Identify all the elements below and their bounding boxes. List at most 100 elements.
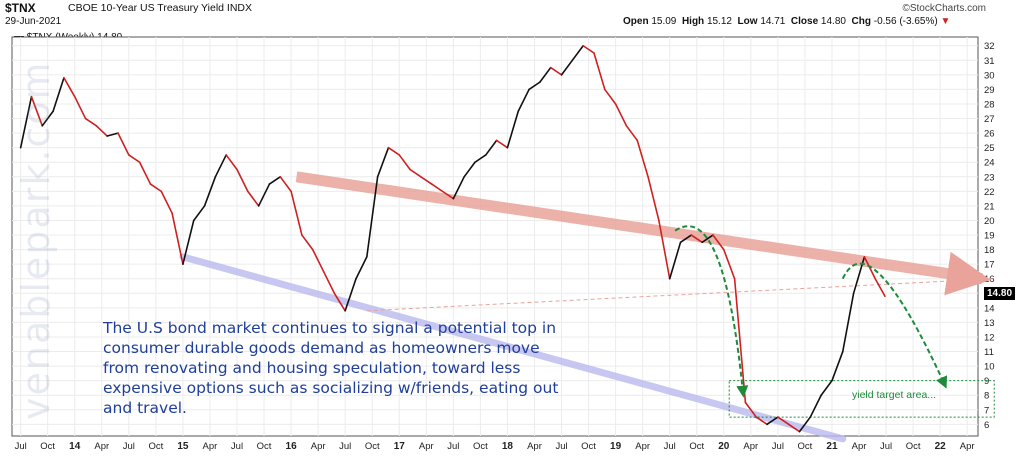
series-segment (733, 277, 747, 404)
series-segment (149, 183, 163, 193)
x-tick-label: Oct (365, 441, 380, 452)
x-tick-label: Apr (852, 441, 867, 452)
down-triangle-icon: ▼ (940, 16, 951, 27)
series-segment (722, 248, 736, 280)
series-segment (268, 175, 282, 185)
low-value: 14.71 (760, 16, 786, 27)
series-segment (593, 52, 606, 91)
x-tick-label: Oct (473, 441, 488, 452)
series-segment (820, 379, 833, 397)
series-segment (73, 95, 87, 120)
x-tick-label: Apr (635, 441, 650, 452)
ticker-symbol: $TNX (5, 1, 36, 15)
series-segment (647, 175, 660, 222)
series-segment (571, 44, 584, 62)
x-tick-label: Oct (257, 441, 272, 452)
x-tick-label: Oct (689, 441, 704, 452)
series-segment (744, 401, 758, 418)
x-tick-label: Apr (960, 441, 975, 452)
x-tick-label: Apr (94, 441, 109, 452)
resistance-trendline (295, 171, 991, 296)
y-tick-label: 6 (984, 420, 989, 431)
x-tick-label: Jul (447, 441, 459, 452)
y-tick-label: 9 (984, 376, 989, 387)
y-tick-label: 29 (984, 85, 995, 96)
series-segment (247, 190, 260, 207)
x-tick-label: Jul (555, 441, 567, 452)
series-segment (625, 125, 639, 142)
series-segment (658, 219, 671, 280)
y-tick-label: 22 (984, 187, 995, 198)
y-axis: 6789101112131415161718192021222324252627… (984, 41, 995, 431)
series-segment (528, 81, 541, 91)
series-segment (539, 66, 552, 83)
series-segment (355, 256, 368, 280)
series-segment (322, 270, 336, 295)
grid-lines (12, 37, 978, 436)
chg-label: Chg (851, 16, 871, 27)
watermark: venablepark.com (14, 60, 58, 420)
series-segment (874, 277, 886, 298)
series-segment (19, 95, 33, 149)
projection-arrows (674, 225, 948, 398)
y-tick-label: 10 (984, 362, 995, 373)
x-tick-label: 21 (826, 441, 838, 452)
x-tick-label: Apr (743, 441, 758, 452)
x-tick-label: Apr (527, 441, 542, 452)
series-segment (603, 88, 617, 105)
trendlines (179, 171, 995, 443)
series-segment (236, 168, 249, 193)
series-segment (366, 175, 379, 258)
x-tick-label: Oct (798, 441, 813, 452)
series-segment (311, 248, 325, 273)
series-segment (668, 241, 682, 280)
open-label: Open (623, 16, 649, 27)
x-tick-label: Jul (880, 441, 892, 452)
series-segment (387, 146, 401, 156)
series-segment (138, 161, 152, 185)
target-area-label: yield target area... (852, 389, 937, 401)
x-tick-label: 22 (935, 441, 947, 452)
series-segment (95, 125, 108, 137)
series-segment (701, 234, 714, 244)
series-segment (301, 234, 314, 251)
series-segment (203, 175, 217, 207)
chart-description: CBOE 10-Year US Treasury Yield INDX (68, 2, 253, 14)
series-segment (398, 154, 411, 171)
y-tick-label: 14 (984, 303, 995, 314)
y-tick-label: 13 (984, 318, 995, 329)
series-segment (712, 234, 725, 251)
series-segment (128, 154, 141, 164)
x-tick-label: 17 (394, 441, 406, 452)
series-segment (344, 277, 357, 312)
y-tick-label: 31 (984, 56, 995, 67)
x-tick-label: Apr (311, 441, 326, 452)
series-segment (582, 44, 595, 54)
x-tick-label: Jul (339, 441, 351, 452)
series-segment (84, 117, 98, 127)
series-segment (787, 423, 801, 433)
brand-label[interactable]: ©StockCharts.com (902, 3, 986, 14)
series-segment (831, 350, 844, 382)
x-tick-label: Jul (772, 441, 784, 452)
high-label: High (681, 16, 705, 27)
series-segment (106, 132, 119, 137)
x-tick-label: 20 (718, 441, 730, 452)
series-segment (52, 76, 65, 113)
series-segment (214, 154, 227, 178)
chg-value: -0.56 (-3.65%) (873, 16, 938, 27)
series-segment (225, 154, 238, 171)
x-tick-label: Apr (203, 441, 218, 452)
x-tick-label: Apr (419, 441, 434, 452)
series-segment (171, 212, 184, 265)
series-segment (777, 416, 790, 426)
y-tick-label: 17 (984, 260, 995, 271)
y-tick-label: 7 (984, 405, 989, 416)
close-value: 14.80 (820, 16, 846, 27)
y-tick-label: 26 (984, 129, 995, 140)
y-tick-label: 11 (984, 347, 994, 358)
x-tick-label: Jul (231, 441, 243, 452)
series-segment (495, 139, 509, 149)
low-label: Low (737, 16, 758, 27)
